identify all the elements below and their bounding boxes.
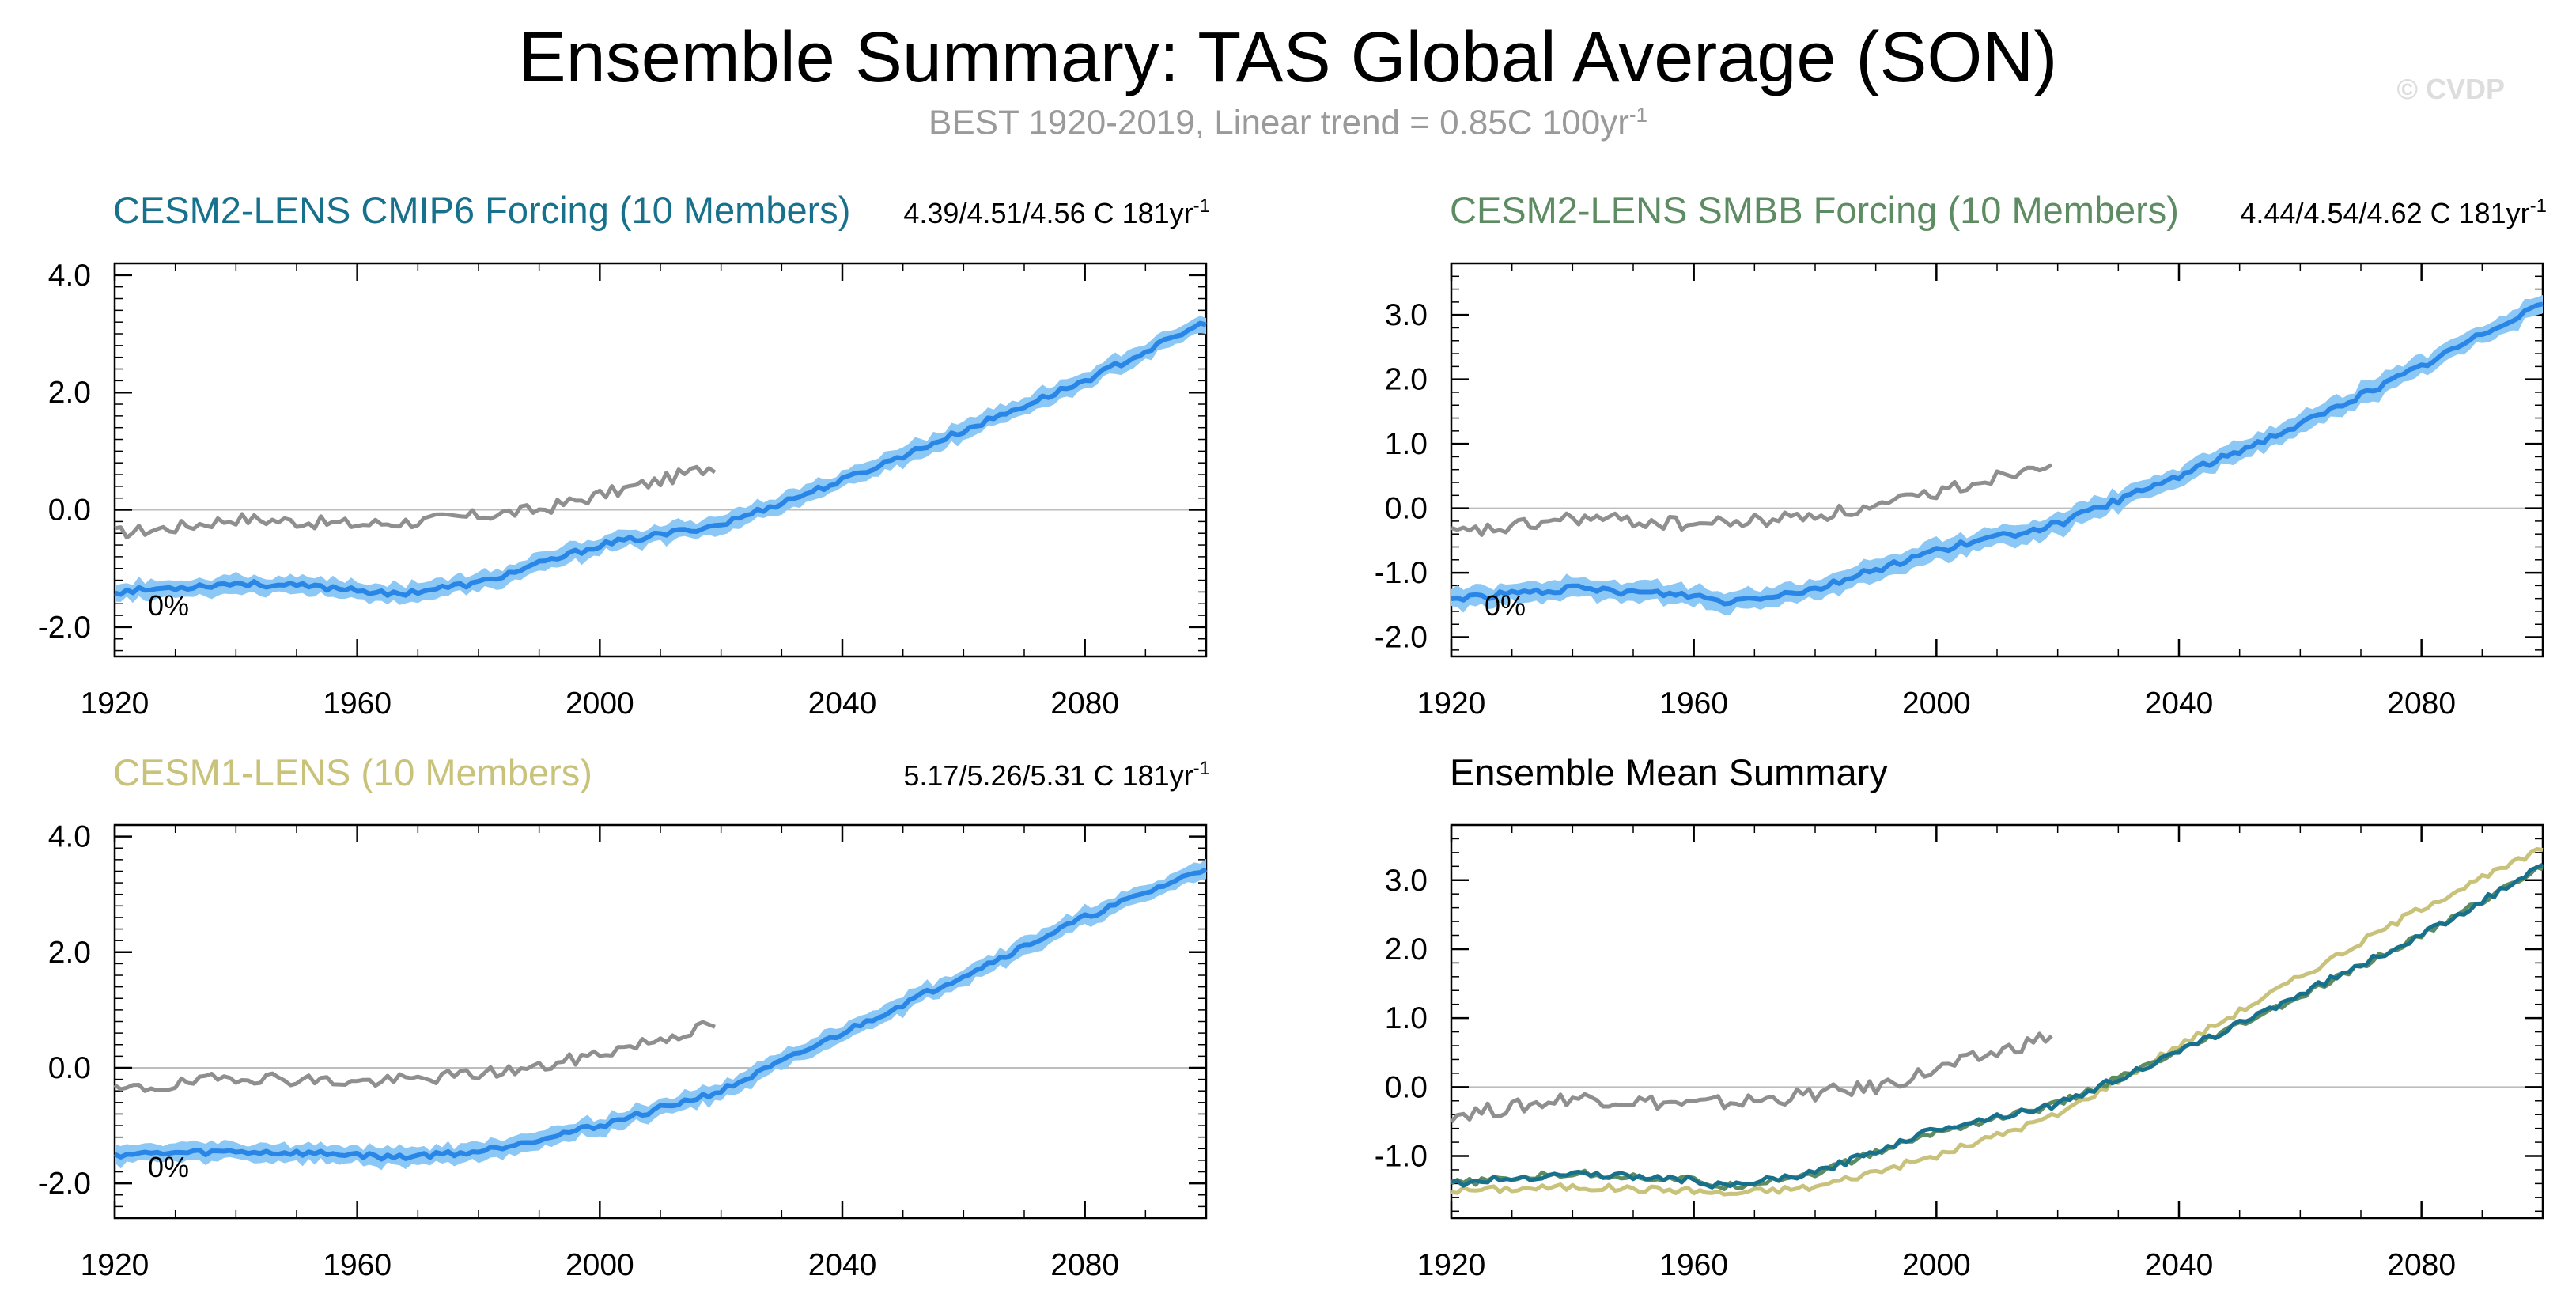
y-tick-label: 0.0 (48, 1051, 91, 1085)
chart-panel-ensemble-mean-summary: Ensemble Mean Summary 3.0 2.0 1.0 0.0 -1.0 192… (1375, 751, 2544, 1282)
ensemble-spread-band (115, 858, 1206, 1171)
panel-title: Ensemble Mean Summary (1450, 751, 1888, 793)
y-tick-label: 4.0 (48, 820, 91, 854)
panel-stats: 4.44/4.54/4.62 C 181yr-1 (2240, 195, 2547, 229)
plot-frame (113, 262, 1208, 658)
plot-frame (1450, 823, 2544, 1220)
y-tick-label: -2.0 (38, 1167, 91, 1201)
x-tick-label: 2080 (1050, 687, 1119, 721)
y-tick-label: 2.0 (1385, 933, 1428, 967)
x-tick-label: 1920 (1417, 687, 1486, 721)
percent-label: 0% (148, 589, 189, 622)
y-tick-label: -1.0 (1375, 1140, 1428, 1174)
subtitle-superscript: -1 (1628, 103, 1647, 127)
panel-stats-superscript: -1 (2530, 195, 2547, 217)
x-tick-label: 2040 (2145, 1248, 2214, 1282)
y-tick-label: 2.0 (48, 376, 91, 410)
percent-label: 0% (1485, 589, 1526, 622)
chart-panel-cesm1: CESM1-LENS (10 Members) 5.17/5.26/5.31 C … (38, 751, 1210, 1282)
panel-title: CESM2-LENS CMIP6 Forcing (10 Members) (113, 189, 850, 231)
x-tick-label: 1960 (323, 687, 392, 721)
y-tick-label: 1.0 (1385, 1001, 1428, 1035)
x-tick-label: 1920 (81, 687, 149, 721)
x-tick-label: 2080 (2387, 1248, 2456, 1282)
percent-label: 0% (148, 1151, 189, 1183)
x-tick-label: 2000 (1902, 687, 1971, 721)
panel-title: CESM1-LENS (10 Members) (113, 751, 592, 793)
x-tick-label: 1960 (1659, 687, 1728, 721)
y-tick-label: 3.0 (1385, 298, 1428, 332)
x-tick-label: 1960 (323, 1248, 392, 1282)
copyright-watermark: © CVDP (2396, 73, 2505, 105)
panel-stats-superscript: -1 (1193, 758, 1210, 779)
x-tick-label: 1920 (1417, 1248, 1486, 1282)
ensemble-mean-line (113, 867, 1208, 1162)
panel-stats-superscript: -1 (1193, 195, 1210, 217)
observations-line (1451, 463, 2053, 537)
y-tick-label: 4.0 (48, 259, 91, 293)
panel-stats-value: 5.17/5.26/5.31 C 181yr (903, 759, 1193, 792)
panel-title: CESM2-LENS SMBB Forcing (10 Members) (1450, 189, 2179, 231)
y-tick-label: 0.0 (48, 494, 91, 528)
y-tick-label: -1.0 (1375, 556, 1428, 590)
ensemble-mean-line (114, 320, 1207, 598)
page-subtitle: BEST 1920-2019, Linear trend = 0.85C 100… (0, 103, 2576, 143)
x-tick-label: 2040 (2145, 687, 2214, 721)
series-line (1450, 865, 2544, 1191)
x-tick-label: 2000 (566, 1248, 634, 1282)
observations-line (113, 1020, 716, 1093)
x-tick-label: 1920 (81, 1248, 149, 1282)
ensemble-spread-band (115, 316, 1206, 605)
chart-panel-cesm2-smbb: CESM2-LENS SMBB Forcing (10 Members) 4.44… (1375, 189, 2547, 721)
ensemble-spread-band (1451, 295, 2543, 615)
y-tick-label: 2.0 (1385, 363, 1428, 397)
y-tick-label: 0.0 (1385, 492, 1428, 526)
y-tick-label: 1.0 (1385, 427, 1428, 461)
page-title: Ensemble Summary: TAS Global Average (SO… (518, 18, 2058, 97)
x-tick-label: 2040 (808, 1248, 877, 1282)
observations-line (114, 464, 717, 540)
panel-stats-value: 4.44/4.54/4.62 C 181yr (2240, 197, 2529, 229)
x-tick-label: 2040 (808, 687, 877, 721)
x-tick-label: 2080 (1050, 1248, 1119, 1282)
panel-stats-value: 4.39/4.51/4.56 C 181yr (903, 197, 1193, 229)
y-tick-label: 2.0 (48, 936, 91, 970)
series-line (1451, 847, 2544, 1197)
x-tick-label: 2000 (1902, 1248, 1971, 1282)
y-tick-label: -2.0 (38, 611, 91, 645)
y-tick-label: 0.0 (1385, 1070, 1428, 1104)
subtitle-text: BEST 1920-2019, Linear trend = 0.85C 100… (928, 103, 1629, 142)
x-tick-label: 1960 (1659, 1248, 1728, 1282)
y-tick-label: 3.0 (1385, 864, 1428, 898)
observations-line (1450, 1031, 2053, 1124)
chart-panel-cesm2-cmip6: CESM2-LENS CMIP6 Forcing (10 Members) 4.3… (38, 189, 1210, 721)
panel-stats: 5.17/5.26/5.31 C 181yr-1 (903, 758, 1210, 792)
y-tick-label: -2.0 (1375, 621, 1428, 655)
x-tick-label: 2000 (566, 687, 634, 721)
series-line (1451, 862, 2544, 1190)
ensemble-mean-line (1451, 301, 2544, 607)
panel-stats: 4.39/4.51/4.56 C 181yr-1 (903, 195, 1210, 229)
x-tick-label: 2080 (2387, 687, 2456, 721)
